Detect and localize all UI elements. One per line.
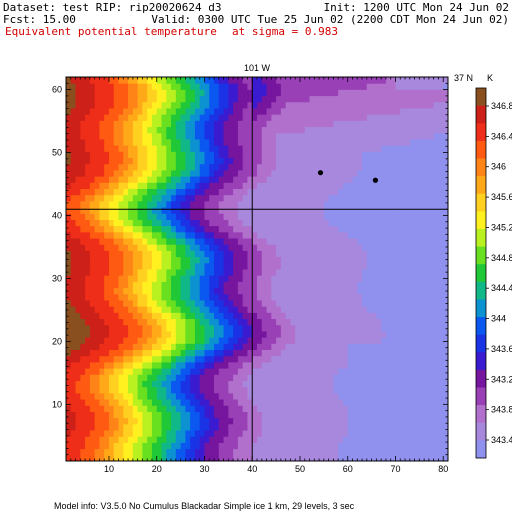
colorbar-tick-label: 343.8 (491, 405, 512, 415)
model-info-label: Model info: V3.5.0 No Cumulus Blackadar … (54, 501, 355, 511)
colorbar-tick-label: 346 (491, 162, 506, 172)
marker-dot (317, 170, 324, 176)
colorbar-tick-label: 344 (491, 314, 506, 324)
colorbar-swatch (476, 88, 486, 106)
colorbar-swatch (476, 299, 486, 318)
colorbar-swatch (476, 123, 486, 142)
latitude-label: 37 N (454, 73, 473, 83)
x-tick-label: 80 (438, 464, 448, 474)
colorbar-swatch (476, 193, 486, 212)
colorbar-swatch (476, 246, 486, 265)
axes: 10 20 30 40 50 60 70 80 10 20 30 40 50 60 (52, 76, 449, 474)
colorbar-tick-label: 345.2 (491, 222, 512, 232)
units-label: K (487, 73, 493, 83)
colorbar-swatch (476, 105, 486, 124)
y-tick-label: 20 (52, 336, 62, 346)
x-tick-label: 20 (152, 464, 162, 474)
colorbar-swatch (476, 422, 486, 441)
x-tick-label: 70 (390, 464, 400, 474)
colorbar-swatch (476, 405, 486, 424)
longitude-label: 101 W (244, 63, 271, 73)
colorbar-swatch (476, 140, 486, 159)
colorbar-swatch (476, 264, 486, 283)
marker-dot (372, 177, 379, 183)
colorbar-tick-label: 345.6 (491, 192, 512, 202)
y-tick-label: 60 (52, 85, 62, 95)
colorbar-tick-label: 346.8 (491, 101, 512, 111)
y-tick-label: 30 (52, 273, 62, 283)
level-label: at sigma = 0.983 (232, 25, 338, 38)
colorbar-swatch (476, 352, 486, 371)
colorbar-swatch (476, 228, 486, 247)
valid-time-label: Valid: 0300 UTC Tue 25 Jun 02 (2200 CDT … (151, 13, 509, 26)
colorbar-swatch (476, 334, 486, 353)
colorbar-swatch (476, 387, 486, 406)
x-tick-label: 10 (104, 464, 114, 474)
contour-field (66, 77, 448, 461)
colorbar: 343.4 343.8 343.2 343.6 344 344.4 344.8 345.2 34… (475, 87, 512, 459)
colorbar-tick-label: 343.6 (491, 344, 512, 354)
x-tick-label: 30 (199, 464, 209, 474)
colorbar-tick-label: 343.4 (491, 435, 512, 445)
colorbar-swatch (476, 211, 486, 230)
x-tick-label: 50 (295, 464, 305, 474)
colorbar-swatch (476, 158, 486, 177)
init-time-label: Init: 1200 UTC Mon 24 Jun 02 (324, 1, 509, 14)
colorbar-tick-label: 346.4 (491, 131, 512, 141)
forecast-hour-label: Fcst: 15.00 (3, 13, 76, 26)
colorbar-swatch (476, 440, 486, 459)
colorbar-tick-label: 344.4 (491, 283, 512, 293)
marker-dots (317, 170, 379, 183)
colorbar-swatch (476, 281, 486, 300)
y-tick-label: 50 (52, 148, 62, 158)
colorbar-swatch (476, 317, 486, 335)
field-name-label: Equivalent potential temperature (5, 25, 217, 38)
dataset-label: Dataset: test RIP: rip20020624 d3 (3, 1, 222, 14)
y-tick-label: 40 (52, 210, 62, 220)
colorbar-swatch (476, 176, 486, 195)
y-tick-label: 10 (52, 399, 62, 409)
colorbar-tick-label: 343.2 (491, 374, 512, 384)
colorbar-tick-label: 344.8 (491, 253, 512, 263)
x-tick-label: 40 (247, 464, 257, 474)
colorbar-swatch (476, 369, 486, 388)
x-tick-label: 60 (343, 464, 353, 474)
